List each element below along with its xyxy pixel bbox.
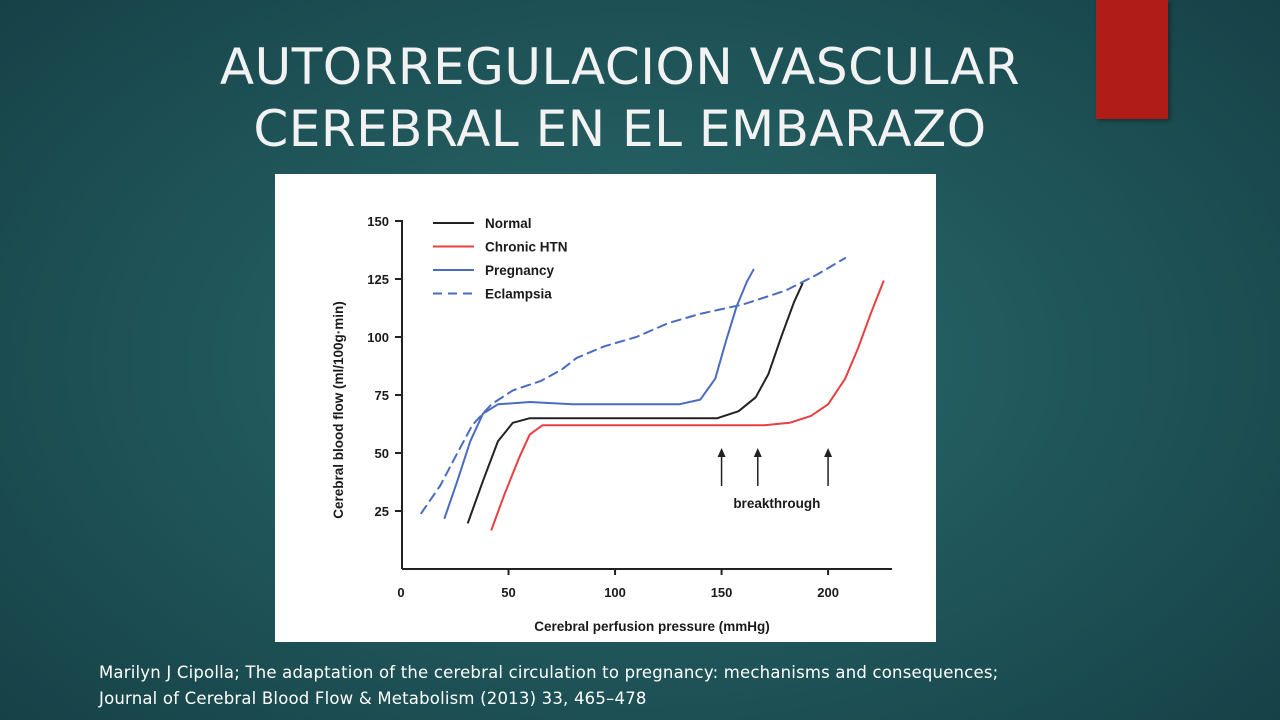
- chart-axes: 25 50 75 100 125 150 0 50 100 150 200 Cerebral perf…: [331, 214, 892, 634]
- x-axis-label: Cerebral perfusion pressure (mmHg): [534, 619, 770, 634]
- accent-bar: [1096, 0, 1168, 119]
- y-tick-label: 25: [375, 504, 389, 519]
- breakthrough-arrow-head: [717, 448, 726, 457]
- legend-label: Pregnancy: [485, 263, 555, 278]
- x-tick-label: 100: [604, 585, 626, 600]
- chart-legend: Normal Chronic HTN Pregnancy Eclampsia: [433, 216, 568, 302]
- y-tick-label: 75: [375, 388, 389, 403]
- title-line-1: AUTORREGULACION VASCULAR: [219, 38, 1021, 96]
- citation-line-2: Journal of Cerebral Blood Flow & Metabol…: [99, 689, 647, 708]
- chart-series-layer: [420, 257, 885, 531]
- legend-label: Eclampsia: [485, 287, 552, 302]
- citation: Marilyn J Cipolla; The adaptation of the…: [99, 660, 1259, 712]
- breakthrough-arrow-head: [753, 448, 762, 457]
- legend-label: Chronic HTN: [485, 240, 568, 255]
- title-line-2: CEREBRAL EN EL EMBARAZO: [253, 100, 987, 158]
- chart-svg: 25 50 75 100 125 150 0 50 100 150 200 Cerebral perf…: [331, 214, 892, 634]
- citation-line-1: Marilyn J Cipolla; The adaptation of the…: [99, 663, 999, 682]
- chart-panel: 25 50 75 100 125 150 0 50 100 150 200 Cerebral perf…: [275, 174, 936, 642]
- y-tick-label: 50: [375, 446, 389, 461]
- x-tick-label: 200: [817, 585, 839, 600]
- slide-title: AUTORREGULACION VASCULAR CEREBRAL EN EL …: [120, 36, 1120, 160]
- series-line-pregnancy: [443, 268, 755, 519]
- series-line-normal: [467, 282, 804, 524]
- y-tick-label: 100: [367, 330, 389, 345]
- y-tick-label: 125: [367, 272, 389, 287]
- breakthrough-label: breakthrough: [733, 496, 820, 511]
- y-axis-label: Cerebral blood flow (ml/100g·min): [331, 301, 346, 519]
- breakthrough-arrow-head: [824, 448, 833, 457]
- x-tick-label: 50: [501, 585, 515, 600]
- chart-annotations: breakthrough: [717, 448, 833, 511]
- legend-label: Normal: [485, 216, 532, 231]
- y-tick-label: 150: [367, 214, 389, 229]
- series-line-eclampsia: [420, 257, 847, 515]
- x-tick-label: 0: [397, 585, 404, 600]
- series-line-chronic-htn: [490, 280, 885, 531]
- x-tick-label: 150: [711, 585, 733, 600]
